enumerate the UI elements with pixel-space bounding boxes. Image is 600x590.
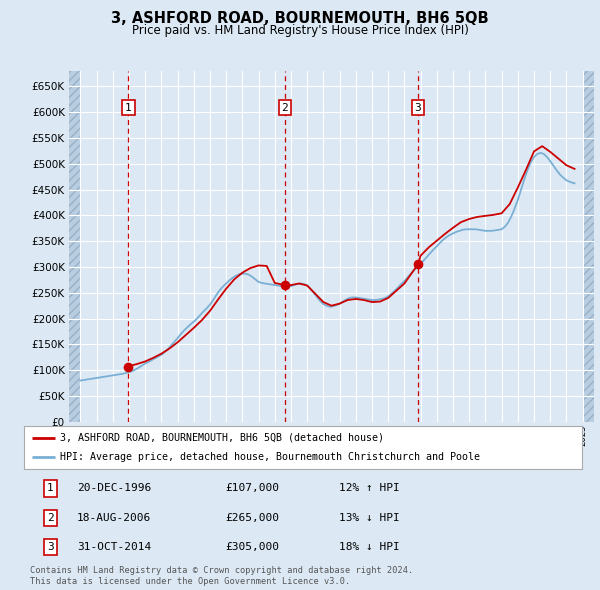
Text: 20-DEC-1996: 20-DEC-1996 bbox=[77, 483, 151, 493]
Text: 12% ↑ HPI: 12% ↑ HPI bbox=[339, 483, 400, 493]
Text: Contains HM Land Registry data © Crown copyright and database right 2024.
This d: Contains HM Land Registry data © Crown c… bbox=[30, 566, 413, 586]
Text: £107,000: £107,000 bbox=[225, 483, 279, 493]
Text: 3, ASHFORD ROAD, BOURNEMOUTH, BH6 5QB: 3, ASHFORD ROAD, BOURNEMOUTH, BH6 5QB bbox=[111, 11, 489, 25]
Text: 1: 1 bbox=[125, 103, 132, 113]
Text: 18-AUG-2006: 18-AUG-2006 bbox=[77, 513, 151, 523]
Text: £265,000: £265,000 bbox=[225, 513, 279, 523]
Text: 31-OCT-2014: 31-OCT-2014 bbox=[77, 542, 151, 552]
Text: 2: 2 bbox=[47, 513, 53, 523]
Text: Price paid vs. HM Land Registry's House Price Index (HPI): Price paid vs. HM Land Registry's House … bbox=[131, 24, 469, 37]
Text: 3: 3 bbox=[47, 542, 53, 552]
Text: 3, ASHFORD ROAD, BOURNEMOUTH, BH6 5QB (detached house): 3, ASHFORD ROAD, BOURNEMOUTH, BH6 5QB (d… bbox=[60, 432, 384, 442]
Text: 2: 2 bbox=[281, 103, 289, 113]
Text: 18% ↓ HPI: 18% ↓ HPI bbox=[339, 542, 400, 552]
Text: 3: 3 bbox=[415, 103, 421, 113]
Text: HPI: Average price, detached house, Bournemouth Christchurch and Poole: HPI: Average price, detached house, Bour… bbox=[60, 453, 480, 463]
Text: £305,000: £305,000 bbox=[225, 542, 279, 552]
Bar bbox=[583, 71, 594, 422]
Text: 13% ↓ HPI: 13% ↓ HPI bbox=[339, 513, 400, 523]
Bar bbox=[69, 71, 80, 422]
Text: 1: 1 bbox=[47, 483, 53, 493]
